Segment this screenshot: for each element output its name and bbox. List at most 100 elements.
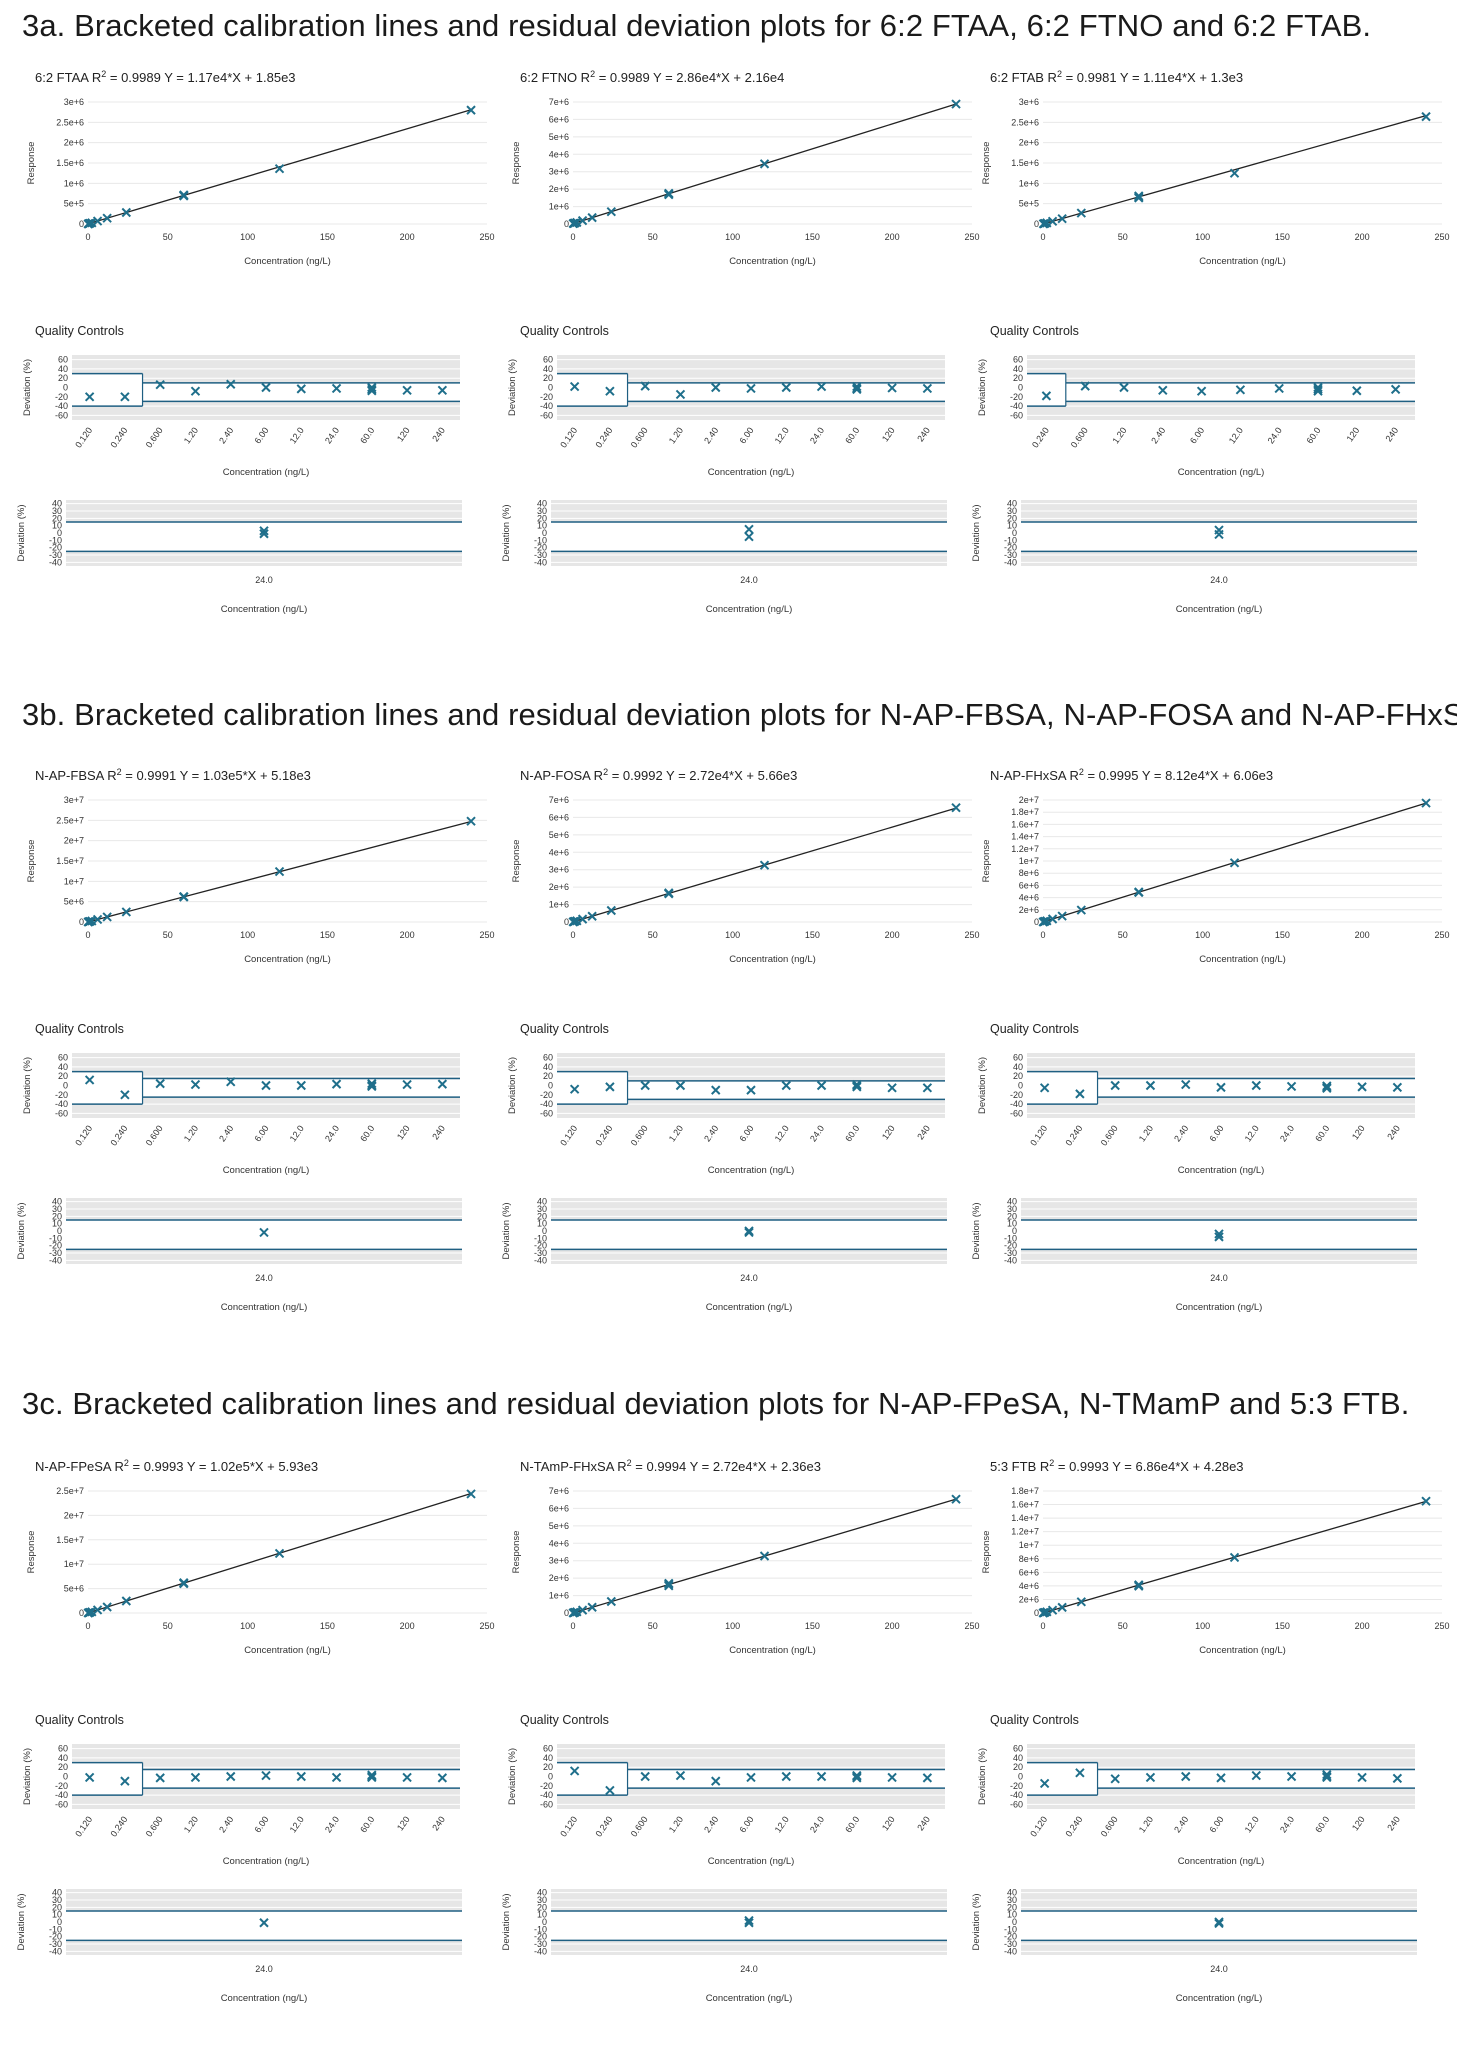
y-tick-label: 30 bbox=[52, 506, 62, 516]
y-tick-label: 2e+6 bbox=[1019, 905, 1039, 915]
data-point bbox=[1057, 1602, 1067, 1613]
calibration-plot-ftaa: 6:2 FTAA R2 = 0.9989 Y = 1.17e4*X + 1.85… bbox=[26, 69, 495, 267]
plot-title: N-AP-FBSA R2 = 0.9991 Y = 1.03e5*X + 5.1… bbox=[35, 767, 311, 783]
x-tick-label: 50 bbox=[163, 232, 173, 242]
x-tick-label: 6.00 bbox=[1188, 425, 1206, 445]
y-axis-label: Deviation (%) bbox=[16, 504, 27, 561]
y-axis-label: Response bbox=[511, 1531, 522, 1574]
y-tick-label: 0 bbox=[63, 1081, 68, 1091]
y-tick-label: 20 bbox=[52, 1902, 62, 1912]
qc-point bbox=[640, 1771, 650, 1782]
qc-point bbox=[711, 1776, 721, 1786]
x-tick-label: 24.0 bbox=[323, 1123, 341, 1143]
y-tick-label: -10 bbox=[534, 535, 547, 545]
y-tick-label: 0 bbox=[1018, 1081, 1023, 1091]
qc-point bbox=[1313, 382, 1323, 393]
x-axis-label: Concentration (ng/L) bbox=[706, 1993, 793, 2004]
data-point bbox=[759, 860, 770, 870]
qc-point bbox=[640, 381, 650, 391]
y-tick-label: 30 bbox=[537, 1204, 547, 1214]
data-point bbox=[1076, 905, 1087, 915]
fit-line bbox=[87, 109, 472, 225]
y-tick-label: 1e+7 bbox=[1019, 856, 1039, 866]
data-point bbox=[1076, 1597, 1087, 1607]
qc-point bbox=[331, 1079, 342, 1089]
y-tick-label: 8e+6 bbox=[1019, 868, 1039, 878]
x-axis-label: Concentration (ng/L) bbox=[729, 256, 816, 267]
x-tick-label: 2.40 bbox=[217, 425, 235, 445]
x-tick-label: 0 bbox=[570, 232, 575, 242]
check-point bbox=[744, 1915, 754, 1926]
y-tick-label: 0 bbox=[1034, 219, 1039, 229]
y-tick-label: 0 bbox=[1034, 917, 1039, 927]
y-tick-label: 30 bbox=[1007, 506, 1017, 516]
qc-point bbox=[852, 1770, 862, 1781]
data-point bbox=[274, 866, 285, 877]
x-tick-label: 0.600 bbox=[144, 1814, 165, 1838]
qc-point bbox=[781, 1080, 791, 1091]
data-point bbox=[587, 911, 597, 921]
y-axis-label: Deviation (%) bbox=[507, 1057, 518, 1114]
qc-point bbox=[1390, 384, 1401, 395]
y-tick-label: -20 bbox=[1010, 1090, 1023, 1100]
section-title-3b: 3b. Bracketed calibration lines and resi… bbox=[22, 697, 1457, 732]
qc-point bbox=[816, 381, 827, 392]
x-tick-label: 24.0 bbox=[1210, 575, 1228, 585]
x-tick-label: 0 bbox=[570, 1621, 575, 1631]
y-tick-label: -20 bbox=[1004, 1932, 1017, 1942]
x-axis-label: Concentration (ng/L) bbox=[1199, 1645, 1286, 1656]
qc-accept-region-low bbox=[72, 1071, 143, 1105]
x-axis-label: Concentration (ng/L) bbox=[706, 604, 793, 615]
x-tick-label: 200 bbox=[1355, 1621, 1370, 1631]
data-point bbox=[121, 907, 132, 917]
qc-accept-region bbox=[1065, 382, 1415, 402]
section-title-3a: 3a. Bracketed calibration lines and resi… bbox=[22, 8, 1372, 43]
y-tick-label: 2.5e+6 bbox=[1011, 117, 1039, 127]
qc-point bbox=[640, 1080, 650, 1091]
y-tick-label: 10 bbox=[537, 1219, 547, 1229]
y-tick-label: 10 bbox=[537, 1910, 547, 1920]
y-tick-label: -40 bbox=[55, 401, 68, 411]
data-point bbox=[121, 1596, 132, 1606]
x-tick-label: 6.00 bbox=[737, 1123, 755, 1143]
x-tick-label: 0.120 bbox=[558, 1814, 579, 1838]
y-tick-label: -20 bbox=[49, 543, 62, 553]
y-tick-label: 30 bbox=[1007, 1204, 1017, 1214]
x-tick-label: 120 bbox=[1350, 1814, 1367, 1832]
y-tick-label: 1e+7 bbox=[1019, 1540, 1039, 1550]
x-tick-label: 0.120 bbox=[73, 425, 94, 449]
y-tick-label: 5e+6 bbox=[549, 1521, 569, 1531]
qc-point bbox=[1286, 1771, 1297, 1782]
y-tick-label: 1.2e+7 bbox=[1011, 1527, 1039, 1537]
qc-point bbox=[190, 386, 201, 396]
x-tick-label: 200 bbox=[885, 232, 900, 242]
qc-accept-region bbox=[142, 382, 460, 402]
qc-point bbox=[296, 1771, 306, 1782]
y-tick-label: -60 bbox=[540, 410, 553, 420]
data-point bbox=[759, 1551, 770, 1561]
y-tick-label: 20 bbox=[537, 1902, 547, 1912]
y-tick-label: -20 bbox=[55, 1781, 68, 1791]
x-tick-label: 0.240 bbox=[593, 1123, 614, 1147]
y-tick-label: 5e+6 bbox=[549, 830, 569, 840]
qc-point bbox=[402, 385, 412, 395]
x-tick-label: 50 bbox=[1118, 930, 1128, 940]
qc-point bbox=[296, 1080, 306, 1091]
x-tick-label: 24.0 bbox=[1210, 1964, 1228, 1974]
qc-point bbox=[1352, 386, 1362, 396]
x-tick-label: 100 bbox=[240, 1621, 255, 1631]
y-axis-label: Deviation (%) bbox=[501, 1202, 512, 1259]
x-tick-label: 250 bbox=[479, 1621, 494, 1631]
x-tick-label: 100 bbox=[240, 930, 255, 940]
y-tick-label: 20 bbox=[1007, 513, 1017, 523]
qc-point bbox=[331, 1772, 342, 1783]
y-tick-label: -20 bbox=[55, 392, 68, 402]
x-axis-label: Concentration (ng/L) bbox=[1178, 1165, 1265, 1176]
x-tick-label: 120 bbox=[1345, 425, 1362, 443]
check-point bbox=[1214, 1917, 1224, 1927]
y-tick-label: -20 bbox=[1010, 1781, 1023, 1791]
y-axis-label: Deviation (%) bbox=[977, 359, 988, 416]
qc-point bbox=[261, 382, 271, 393]
data-point bbox=[102, 912, 112, 922]
